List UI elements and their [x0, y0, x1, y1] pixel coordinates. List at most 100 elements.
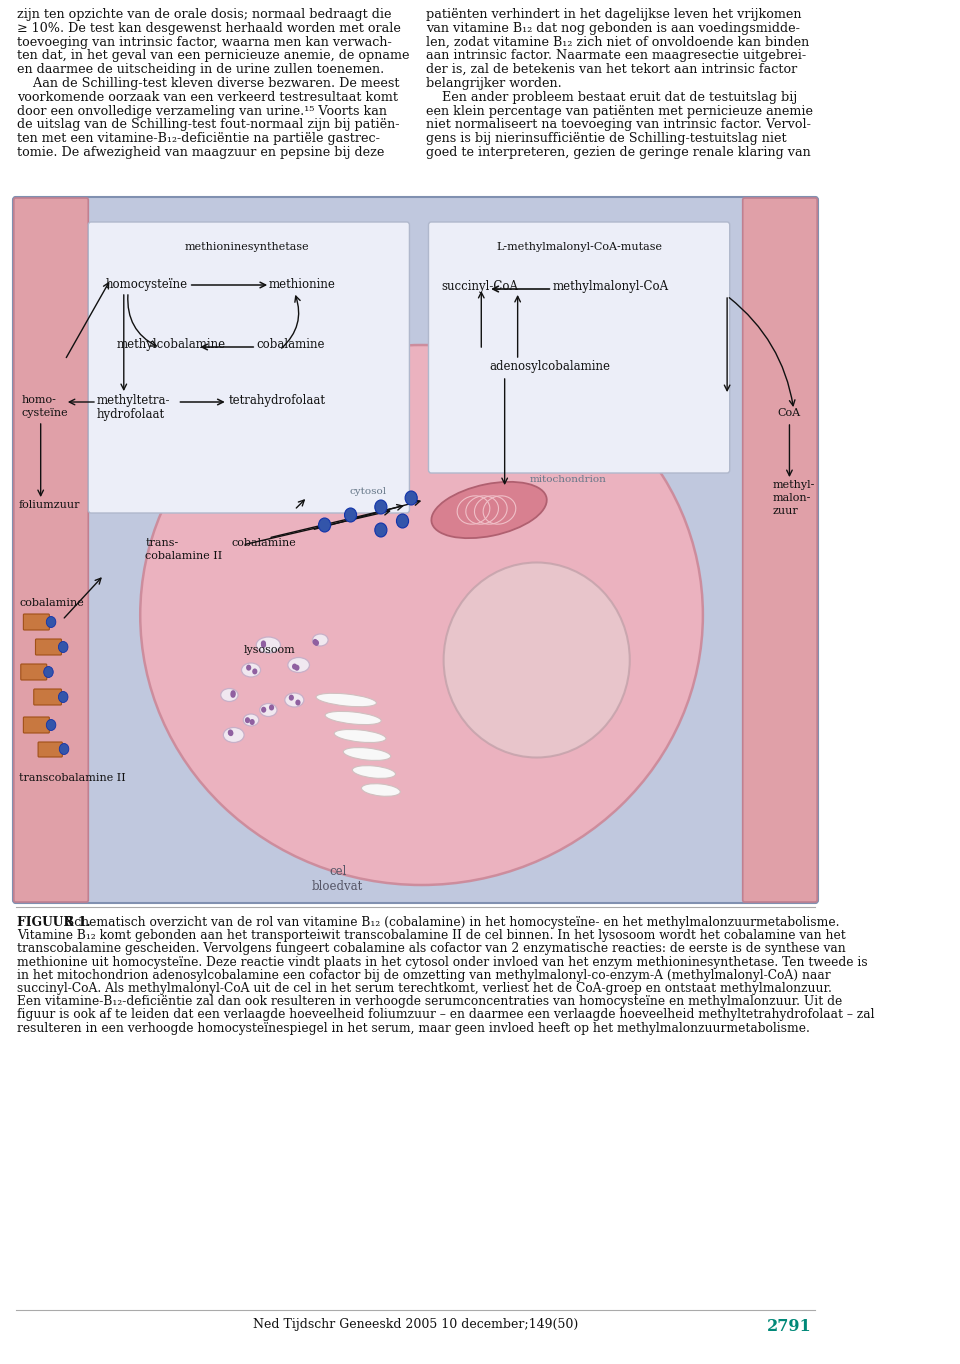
Circle shape: [265, 641, 270, 647]
Text: homocysteïne: homocysteïne: [106, 278, 188, 291]
Text: door een onvolledige verzameling van urine.¹⁵ Voorts kan: door een onvolledige verzameling van uri…: [17, 105, 387, 117]
Text: cytosol: cytosol: [349, 487, 387, 496]
FancyBboxPatch shape: [38, 742, 62, 757]
Circle shape: [295, 662, 300, 668]
Text: bloedvat: bloedvat: [312, 880, 363, 893]
Circle shape: [321, 638, 325, 644]
Circle shape: [299, 662, 303, 667]
Ellipse shape: [224, 727, 244, 742]
Text: der is, zal de betekenis van het tekort aan intrinsic factor: der is, zal de betekenis van het tekort …: [426, 63, 797, 76]
Text: een klein percentage van patiënten met pernicieuze anemie: een klein percentage van patiënten met p…: [426, 105, 813, 117]
Text: de uitslag van de Schilling-test fout-normaal zijn bij patiën-: de uitslag van de Schilling-test fout-no…: [17, 119, 399, 131]
Circle shape: [261, 707, 267, 713]
Text: trans-: trans-: [145, 537, 179, 548]
FancyBboxPatch shape: [88, 222, 410, 513]
Circle shape: [322, 636, 326, 642]
Text: mitochondrion: mitochondrion: [530, 475, 607, 484]
Circle shape: [396, 514, 409, 528]
Text: Aan de Schilling-test kleven diverse bezwaren. De meest: Aan de Schilling-test kleven diverse bez…: [17, 76, 399, 90]
Ellipse shape: [285, 693, 303, 707]
Ellipse shape: [334, 730, 386, 742]
Text: len, zodat vitamine B₁₂ zich niet of onvoldoende kan binden: len, zodat vitamine B₁₂ zich niet of onv…: [426, 35, 809, 49]
Ellipse shape: [288, 657, 309, 672]
Text: methyl-: methyl-: [773, 480, 815, 490]
Text: malon-: malon-: [773, 492, 811, 503]
Circle shape: [226, 694, 230, 700]
Text: succinyl-CoA: succinyl-CoA: [442, 280, 518, 293]
Text: cel: cel: [329, 865, 347, 878]
Text: toevoeging van intrinsic factor, waarna men kan verwach-: toevoeging van intrinsic factor, waarna …: [17, 35, 392, 49]
Ellipse shape: [352, 765, 396, 779]
Ellipse shape: [362, 784, 400, 797]
Text: transcobalamine gescheiden. Vervolgens fungeert cobalamine als cofactor van 2 en: transcobalamine gescheiden. Vervolgens f…: [17, 943, 846, 955]
Text: Ned Tijdschr Geneeskd 2005 10 december;149(50): Ned Tijdschr Geneeskd 2005 10 december;1…: [252, 1318, 578, 1331]
Text: cysteïne: cysteïne: [22, 408, 68, 417]
Circle shape: [233, 732, 239, 739]
Text: 2791: 2791: [767, 1318, 812, 1335]
Text: homo-: homo-: [22, 396, 57, 405]
Ellipse shape: [313, 634, 328, 647]
Text: niet normaliseert na toevoeging van intrinsic factor. Vervol-: niet normaliseert na toevoeging van intr…: [426, 119, 811, 131]
FancyBboxPatch shape: [13, 196, 818, 903]
Ellipse shape: [325, 712, 381, 724]
Text: foliumzuur: foliumzuur: [19, 501, 81, 510]
Text: aan intrinsic factor. Naarmate een maagresectie uitgebrei-: aan intrinsic factor. Naarmate een maagr…: [426, 49, 806, 63]
Circle shape: [253, 715, 258, 720]
Ellipse shape: [140, 345, 703, 885]
Circle shape: [374, 501, 387, 514]
Ellipse shape: [444, 562, 630, 757]
Circle shape: [59, 692, 68, 702]
Text: ten met een vitamine-B₁₂-deficiëntie na partiële gastrec-: ten met een vitamine-B₁₂-deficiëntie na …: [17, 132, 380, 145]
Circle shape: [252, 666, 256, 672]
Circle shape: [46, 617, 56, 627]
Text: adenosylcobalamine: adenosylcobalamine: [489, 360, 610, 372]
FancyBboxPatch shape: [21, 664, 47, 681]
Text: lysosoom: lysosoom: [244, 645, 296, 655]
FancyBboxPatch shape: [23, 717, 49, 732]
Text: gens is bij nierinsufficiëntie de Schilling-testuitslag niet: gens is bij nierinsufficiëntie de Schill…: [426, 132, 786, 145]
Text: en daarmee de uitscheiding in de urine zullen toenemen.: en daarmee de uitscheiding in de urine z…: [17, 63, 385, 76]
Ellipse shape: [243, 713, 259, 726]
Text: cobalamine II: cobalamine II: [145, 551, 223, 561]
Text: methionine: methionine: [269, 278, 335, 291]
Circle shape: [295, 698, 300, 705]
Text: in het mitochondrion adenosylcobalamine een cofactor bij de omzetting van methyl: in het mitochondrion adenosylcobalamine …: [17, 968, 831, 982]
Circle shape: [405, 491, 418, 505]
Text: methioninesynthetase: methioninesynthetase: [184, 241, 309, 252]
Circle shape: [250, 719, 255, 724]
Ellipse shape: [221, 689, 238, 701]
Text: figuur is ook af te leiden dat een verlaagde hoeveelheid foliumzuur – en daarmee: figuur is ook af te leiden dat een verla…: [17, 1008, 875, 1022]
Ellipse shape: [344, 747, 391, 761]
Circle shape: [265, 640, 270, 645]
Text: Vitamine B₁₂ komt gebonden aan het transporteiwit transcobalamine II de cel binn: Vitamine B₁₂ komt gebonden aan het trans…: [17, 929, 846, 943]
FancyBboxPatch shape: [13, 198, 88, 902]
Circle shape: [231, 690, 236, 696]
Text: Een vitamine-B₁₂-deficiëntie zal dan ook resulteren in verhoogde serumconcentrat: Een vitamine-B₁₂-deficiëntie zal dan ook…: [17, 996, 843, 1008]
Ellipse shape: [242, 663, 260, 677]
Text: Schematisch overzicht van de rol van vitamine B₁₂ (cobalamine) in het homocysteï: Schematisch overzicht van de rol van vit…: [62, 917, 840, 929]
FancyBboxPatch shape: [743, 198, 817, 902]
Text: resulteren in een verhoogde homocysteïnespiegel in het serum, maar geen invloed : resulteren in een verhoogde homocysteïne…: [17, 1022, 810, 1035]
Text: ten dat, in het geval van een pernicieuze anemie, de opname: ten dat, in het geval van een pernicieuz…: [17, 49, 410, 63]
Text: goed te interpreteren, gezien de geringe renale klaring van: goed te interpreteren, gezien de geringe…: [426, 146, 810, 160]
Circle shape: [374, 522, 387, 537]
Text: methylmalonyl-CoA: methylmalonyl-CoA: [552, 280, 668, 293]
Text: FIGUUR 1.: FIGUUR 1.: [17, 917, 91, 929]
FancyBboxPatch shape: [36, 638, 61, 655]
Text: methionine uit homocysteïne. Deze reactie vindt plaats in het cytosol onder invl: methionine uit homocysteïne. Deze reacti…: [17, 956, 868, 968]
Ellipse shape: [256, 637, 280, 653]
Circle shape: [262, 705, 268, 711]
Ellipse shape: [431, 481, 547, 539]
FancyBboxPatch shape: [428, 222, 730, 473]
Text: succinyl-CoA. Als methylmalonyl-CoA uit de cel in het serum terechtkomt, verlies: succinyl-CoA. Als methylmalonyl-CoA uit …: [17, 982, 832, 994]
Text: CoA: CoA: [778, 408, 801, 417]
Text: methyltetra-: methyltetra-: [97, 394, 171, 406]
Circle shape: [46, 719, 56, 731]
Circle shape: [236, 731, 241, 737]
Text: zuur: zuur: [773, 506, 799, 516]
Text: hydrofolaat: hydrofolaat: [97, 408, 165, 421]
FancyBboxPatch shape: [34, 689, 61, 705]
Text: zijn ten opzichte van de orale dosis; normaal bedraagt die: zijn ten opzichte van de orale dosis; no…: [17, 8, 392, 20]
Text: patiënten verhindert in het dagelijkse leven het vrijkomen: patiënten verhindert in het dagelijkse l…: [426, 8, 802, 20]
Circle shape: [345, 507, 356, 522]
